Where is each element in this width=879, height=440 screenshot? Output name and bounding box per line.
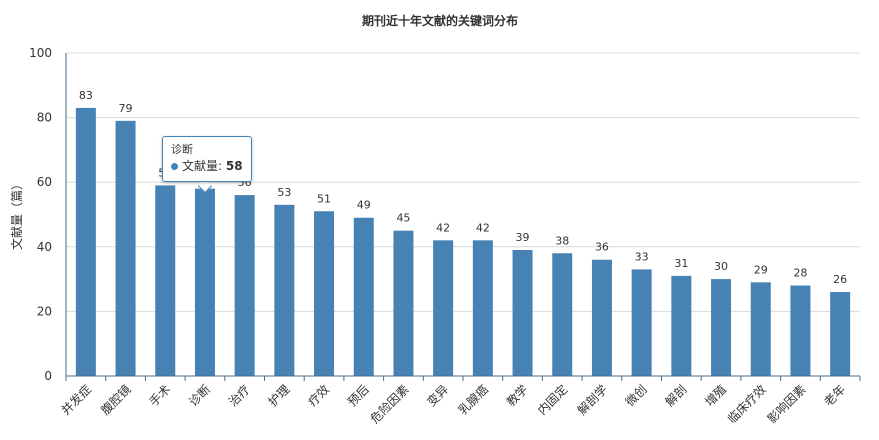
data-label: 49: [357, 199, 371, 212]
x-tick-label: 教学: [503, 382, 531, 410]
y-tick-label: 0: [44, 369, 52, 383]
y-tick-label: 60: [37, 175, 52, 189]
bar-12[interactable]: [552, 253, 573, 376]
bar-9[interactable]: [433, 240, 454, 376]
tooltip-series-name: 文献量: [182, 159, 219, 173]
x-tick-label: 并发症: [58, 382, 94, 418]
x-tick-label: 变异: [424, 382, 452, 410]
bar-0[interactable]: [75, 107, 96, 376]
x-tick-label: 内固定: [534, 382, 570, 418]
x-tick-label: 危险因素: [367, 382, 412, 427]
bar-14[interactable]: [631, 269, 652, 376]
data-label: 33: [635, 250, 649, 263]
data-label: 42: [476, 221, 490, 234]
data-label: 29: [754, 263, 768, 276]
tooltip: 诊断 文献量: 58: [162, 136, 252, 182]
x-tick-label: 解剖: [663, 382, 690, 409]
data-label: 38: [555, 234, 569, 247]
x-tick-label: 护理: [266, 382, 293, 409]
x-tick-label: 手术: [146, 382, 173, 409]
x-tick-label: 临床疗效: [724, 382, 769, 427]
data-label: 26: [833, 273, 847, 286]
data-labels: 8379595856535149454242393836333130292826: [79, 89, 847, 286]
bar-15[interactable]: [671, 275, 692, 376]
x-tick-label: 微创: [623, 382, 650, 409]
data-label: 45: [396, 212, 410, 225]
data-label: 79: [119, 102, 133, 115]
tooltip-value: 58: [225, 159, 243, 173]
bar-16[interactable]: [711, 279, 732, 376]
data-label: 51: [317, 192, 331, 205]
bar-10[interactable]: [472, 240, 493, 376]
bar-3[interactable]: [194, 188, 215, 376]
bar-2[interactable]: [155, 185, 176, 376]
x-tick-label: 治疗: [226, 382, 253, 409]
tooltip-row: 文献量: 58: [171, 157, 243, 175]
bar-8[interactable]: [393, 230, 414, 376]
y-tick-label: 20: [37, 304, 52, 318]
data-label: 30: [714, 260, 728, 273]
bar-6[interactable]: [314, 211, 335, 376]
y-tick-label: 100: [29, 46, 52, 60]
bar-4[interactable]: [234, 195, 255, 376]
x-tick-label: 解剖学: [574, 382, 610, 418]
x-tick-label: 影响因素: [764, 382, 809, 427]
tooltip-category: 诊断: [171, 143, 193, 156]
data-label: 31: [674, 257, 688, 270]
y-axis-label: 文献量（篇）: [9, 178, 24, 250]
bar-5[interactable]: [274, 204, 295, 376]
x-tick-label: 老年: [821, 382, 848, 409]
x-tick-label: 诊断: [185, 382, 213, 410]
x-tick-label: 疗效: [305, 382, 333, 410]
data-label: 42: [436, 221, 450, 234]
data-label: 83: [79, 89, 93, 102]
bar-17[interactable]: [750, 282, 771, 376]
data-label: 53: [277, 186, 291, 199]
series-dot-icon: [171, 163, 178, 170]
x-tick-label: 预后: [345, 382, 372, 409]
x-tick-label: 腹腔镜: [98, 382, 134, 418]
bar-13[interactable]: [591, 259, 612, 376]
data-label: 36: [595, 241, 609, 254]
data-label: 39: [516, 231, 530, 244]
y-tick-label: 40: [37, 240, 52, 254]
chart-title: 期刊近十年文献的关键词分布: [362, 13, 518, 28]
x-tick-label: 增殖: [702, 382, 730, 410]
x-tick-label: 乳腺癌: [455, 382, 491, 418]
bar-7[interactable]: [353, 217, 374, 376]
data-label: 28: [793, 267, 807, 280]
bar-1[interactable]: [115, 120, 136, 376]
bar-18[interactable]: [790, 285, 811, 376]
bars: [75, 107, 851, 376]
bar-19[interactable]: [830, 292, 851, 376]
bar-11[interactable]: [512, 250, 533, 376]
grid-lines: [66, 52, 860, 312]
y-tick-label: 80: [37, 111, 52, 125]
